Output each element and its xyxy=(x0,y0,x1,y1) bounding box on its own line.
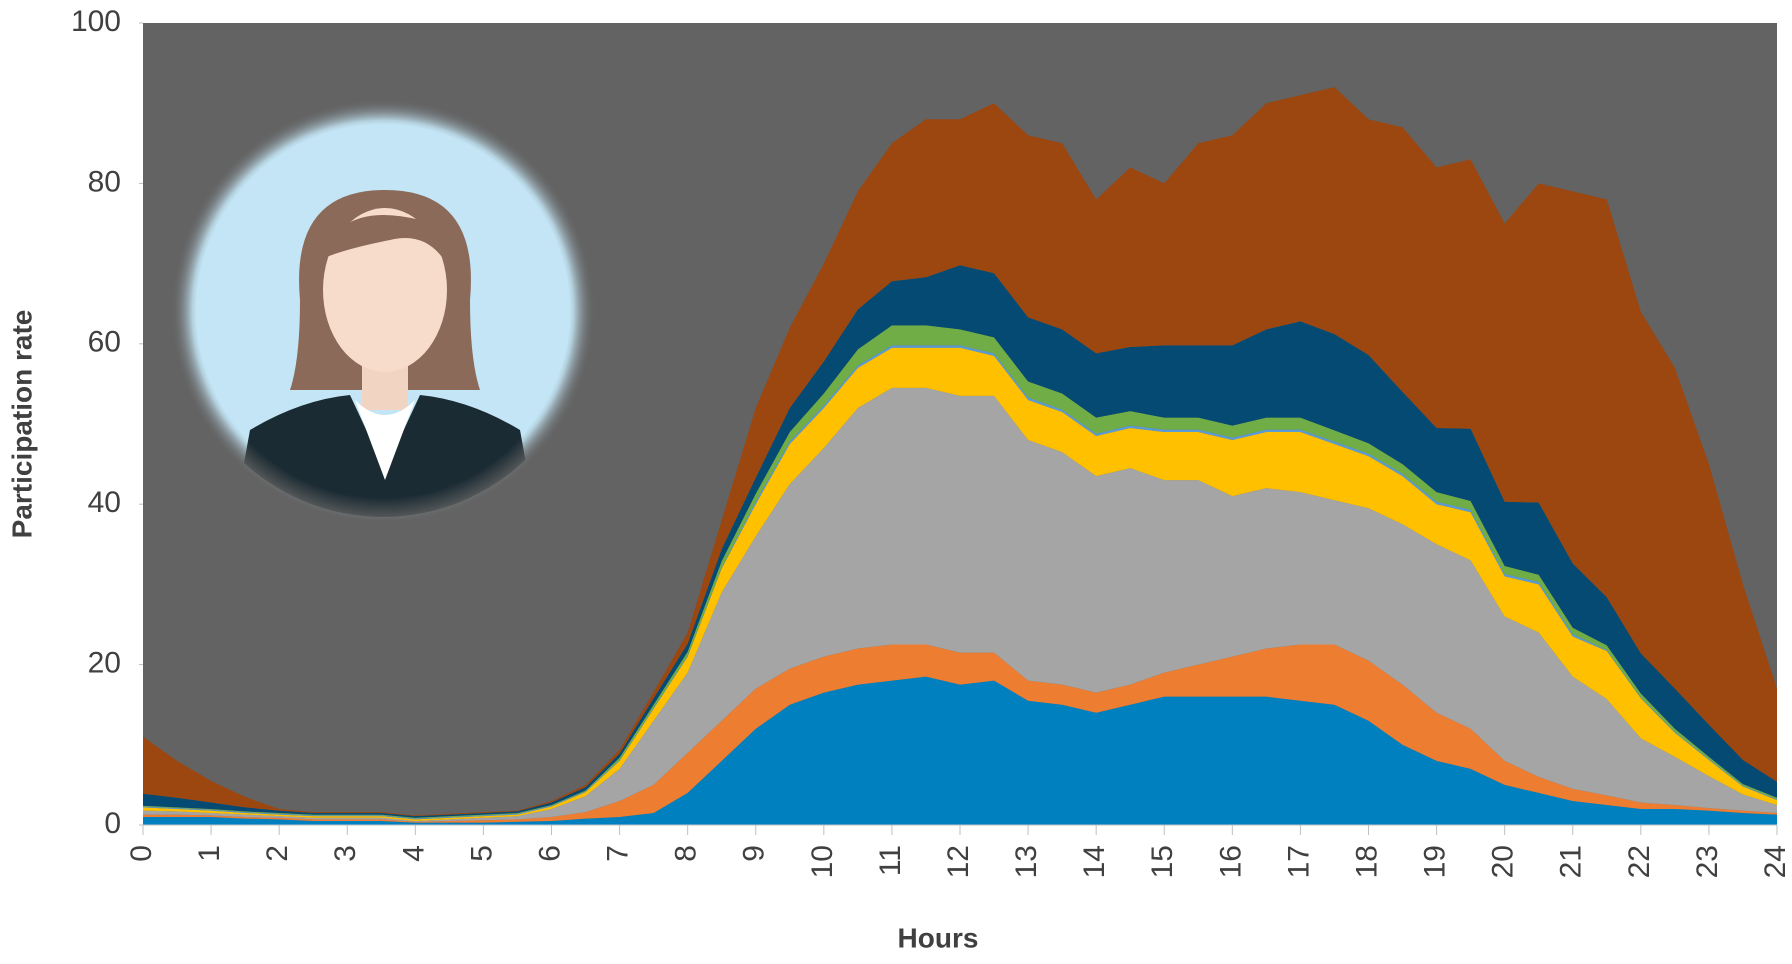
x-tick-label: 2 xyxy=(261,845,294,862)
area xyxy=(143,347,1777,821)
x-tick-label: 14 xyxy=(1078,845,1111,878)
x-tick-label: 18 xyxy=(1350,845,1383,878)
area xyxy=(143,644,1777,823)
x-tick-label: 13 xyxy=(1010,845,1043,878)
x-tick-label: 3 xyxy=(329,845,362,862)
x-tick-label: 17 xyxy=(1282,845,1315,878)
area xyxy=(143,325,1777,819)
area xyxy=(143,265,1777,818)
area xyxy=(143,676,1777,825)
x-tick-label: 11 xyxy=(874,845,907,876)
x-tick-label: 8 xyxy=(670,845,703,862)
x-tick-label: 24 xyxy=(1759,845,1792,878)
x-tick-label: 5 xyxy=(465,845,498,862)
y-tick-label: 0 xyxy=(104,807,121,840)
x-axis-title: Hours xyxy=(898,922,979,953)
x-tick-label: 4 xyxy=(397,845,430,862)
x-tick-label: 20 xyxy=(1487,845,1520,878)
x-tick-label: 6 xyxy=(533,845,566,862)
x-tick-label: 9 xyxy=(738,845,771,862)
area xyxy=(143,387,1777,822)
x-tick-label: 15 xyxy=(1146,845,1179,878)
x-tick-label: 16 xyxy=(1214,845,1247,878)
area xyxy=(143,87,1777,817)
x-tick-label: 12 xyxy=(942,845,975,878)
areas xyxy=(143,87,1777,825)
x-tick-label: 10 xyxy=(806,845,839,878)
avatar xyxy=(171,99,595,523)
y-tick-label: 100 xyxy=(71,5,121,38)
y-tick-label: 20 xyxy=(88,647,121,680)
y-tick-label: 80 xyxy=(88,165,121,198)
x-tick-label: 19 xyxy=(1419,845,1452,878)
x-tick-label: 1 xyxy=(193,845,226,862)
x-tick-label: 22 xyxy=(1623,845,1656,878)
x-tick-label: 7 xyxy=(602,845,635,862)
x-tick-label: 23 xyxy=(1691,845,1724,878)
y-tick-label: 60 xyxy=(88,326,121,359)
y-axis-title: Participation rate xyxy=(6,310,37,539)
x-tick-label: 21 xyxy=(1555,845,1588,878)
y-tick-label: 40 xyxy=(88,486,121,519)
x-tick-label: 0 xyxy=(125,845,158,862)
